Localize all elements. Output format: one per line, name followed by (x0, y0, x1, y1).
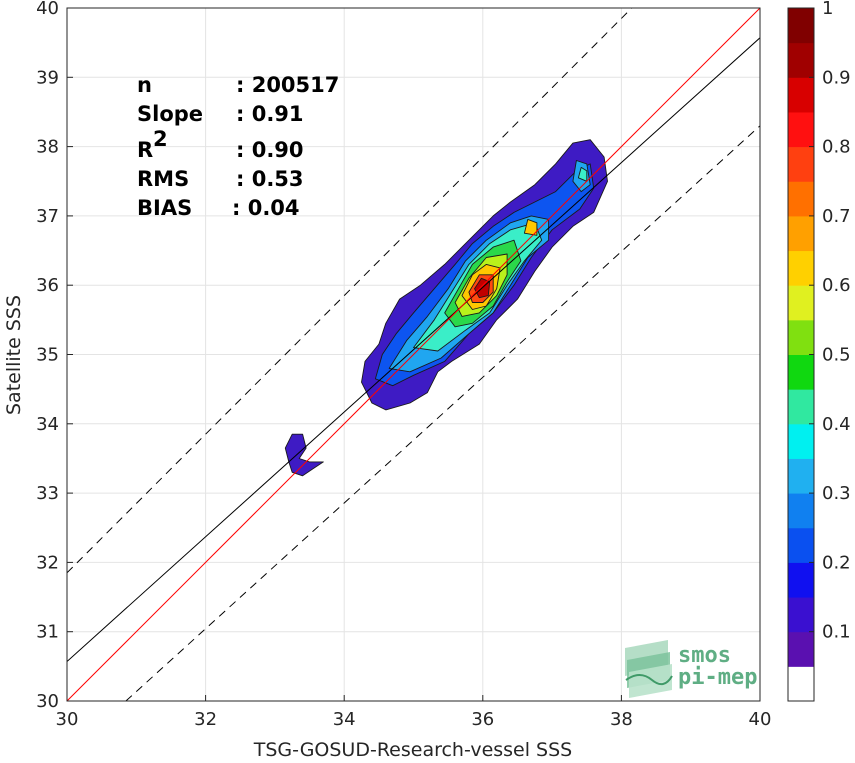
colorbar-segment (788, 423, 814, 459)
y-tick-label: 36 (36, 275, 59, 296)
x-tick-label: 38 (610, 709, 633, 730)
colorbar-segment (788, 666, 814, 702)
grid-lines (66, 7, 761, 702)
colorbar (788, 8, 814, 702)
y-tick-label: 33 (36, 483, 59, 504)
colorbar-segment (788, 42, 814, 78)
colorbar-segment (788, 285, 814, 321)
y-tick-label: 39 (36, 67, 59, 88)
colorbar-segment (788, 493, 814, 529)
y-tick-label: 32 (36, 552, 59, 573)
x-tick-label: 36 (471, 709, 494, 730)
colorbar-tick-label: 0.7 (822, 206, 851, 227)
stat-key-r: R (137, 138, 153, 162)
density-patch-0 (284, 433, 324, 477)
x-tick-label: 34 (333, 709, 356, 730)
stat-key-rms: RMS (137, 167, 189, 191)
stat-value-r: : 0.90 (236, 138, 304, 162)
colorbar-segment (788, 389, 814, 425)
colorbar-segment (788, 458, 814, 494)
colorbar-segment (788, 215, 814, 252)
colorbar-segment (788, 146, 814, 182)
stat-value-bias: : 0.04 (232, 196, 300, 220)
colorbar-segment (788, 597, 814, 633)
y-axis-label: Satellite SSS (3, 295, 25, 415)
colorbar-tick-label: 0.5 (822, 345, 851, 366)
colorbar-tick-label: 0.3 (822, 483, 851, 504)
y-tick-label: 40 (36, 0, 59, 19)
logo-text-pimep: pi-mep (678, 665, 757, 690)
colorbar-segment (788, 319, 814, 355)
stat-value-rms: : 0.53 (236, 167, 304, 191)
colorbar-tick-label: 1 (822, 0, 833, 19)
upper-bound-line (67, 8, 633, 574)
colorbar-tick-labels: 0.1 0.2 0.3 0.4 0.5 0.6 0.7 0.8 0.9 1 (809, 0, 851, 643)
one-to-one-line (67, 8, 760, 701)
y-tick-labels: 30 31 32 33 34 35 36 37 38 39 40 (36, 0, 73, 712)
colorbar-segment (788, 354, 814, 390)
y-tick-label: 35 (36, 345, 59, 366)
stat-key-bias: BIAS (137, 196, 192, 220)
colorbar-segment (788, 527, 814, 563)
logo-text-smos: smos (678, 643, 731, 668)
x-tick-labels: 30 32 34 36 38 40 (56, 695, 772, 730)
density-patch-2 (577, 166, 588, 182)
lower-bound-line (125, 125, 760, 701)
colorbar-tick-label: 0.9 (822, 67, 851, 88)
density-contours (284, 139, 608, 477)
x-tick-label: 30 (56, 709, 79, 730)
colorbar-tick-label: 0.1 (822, 622, 851, 643)
stat-key-slope: Slope (137, 102, 203, 126)
logo-waves-icon (625, 640, 673, 698)
regression-line (67, 37, 760, 662)
y-tick-label: 34 (36, 414, 59, 435)
colorbar-segment (788, 562, 814, 598)
stat-key-superscript: 2 (153, 127, 168, 151)
y-tick-label: 30 (36, 691, 59, 712)
colorbar-tick-label: 0.8 (822, 137, 851, 158)
colorbar-segment (788, 250, 814, 286)
y-tick-label: 37 (36, 206, 59, 227)
x-axis-label: TSG-GOSUD-Research-vessel SSS (253, 739, 573, 761)
stat-key-n: n (137, 73, 152, 97)
colorbar-segment (788, 181, 814, 217)
stats-box: n : 200517 Slope : 0.91 R 2 : 0.90 RMS : 0.53 BIA… (137, 73, 339, 220)
smos-pimep-logo: smos pi-mep (625, 640, 757, 698)
colorbar-segment (788, 111, 814, 148)
colorbar-tick-label: 0.6 (822, 275, 851, 296)
y-tick-label: 38 (36, 137, 59, 158)
colorbar-tick-label: 0.2 (822, 552, 851, 573)
colorbar-segment (788, 8, 814, 44)
colorbar-tick-label: 0.4 (822, 414, 851, 435)
colorbar-segment (788, 77, 814, 113)
x-tick-label: 32 (194, 709, 217, 730)
colorbar-segment (788, 631, 814, 667)
y-tick-label: 31 (36, 622, 59, 643)
x-tick-label: 40 (749, 709, 772, 730)
reference-lines (67, 8, 760, 701)
stat-value-slope: : 0.91 (236, 102, 304, 126)
stat-value-n: : 200517 (236, 73, 339, 97)
